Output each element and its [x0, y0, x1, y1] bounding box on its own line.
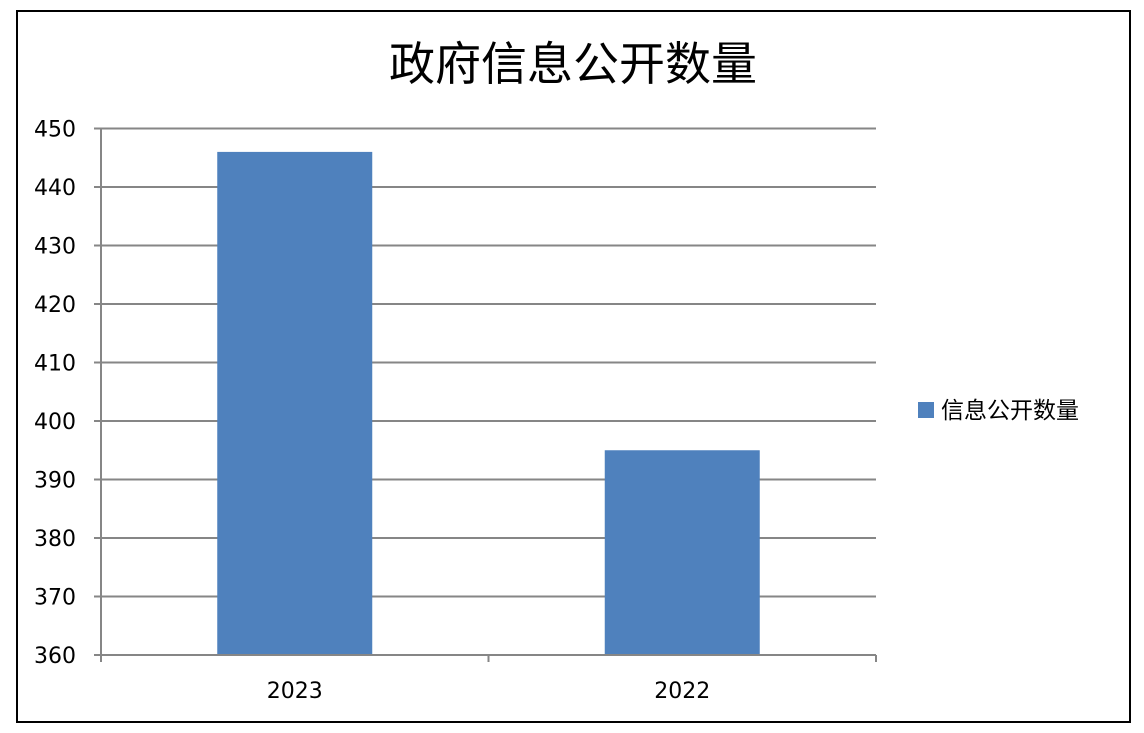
y-tick-label: 430	[34, 235, 76, 260]
y-tick-label: 450	[34, 118, 76, 143]
legend: 信息公开数量	[918, 398, 1079, 424]
y-tick-label: 400	[34, 410, 76, 435]
y-tick-label: 440	[34, 176, 76, 201]
chart-frame	[16, 10, 1131, 723]
y-tick-label: 380	[34, 527, 76, 552]
x-tick-label: 2023	[267, 679, 323, 704]
bar-2022	[604, 450, 760, 655]
y-tick-label: 420	[34, 293, 76, 318]
y-tick-label: 410	[34, 352, 76, 377]
y-tick-label: 370	[34, 586, 76, 611]
x-tick-label: 2022	[654, 679, 710, 704]
chart-title: 政府信息公开数量	[389, 37, 757, 91]
y-tick-label: 360	[34, 644, 76, 669]
legend-label: 信息公开数量	[941, 398, 1079, 424]
bar-2023	[217, 151, 373, 655]
legend-swatch	[918, 402, 934, 418]
y-tick-label: 390	[34, 469, 76, 494]
